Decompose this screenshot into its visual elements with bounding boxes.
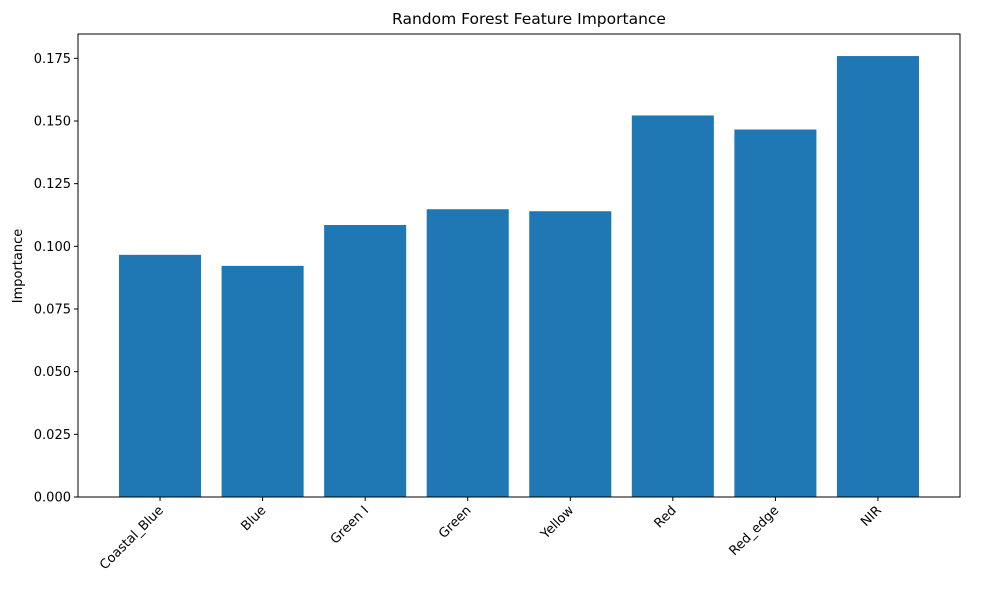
x-tick-label: Green I — [328, 503, 372, 547]
x-tick-label: Yellow — [537, 503, 577, 543]
bar-blue — [221, 265, 304, 497]
x-tick-label: Red_edge — [727, 503, 783, 559]
y-tick-label: 0.175 — [34, 52, 71, 67]
x-tick-label: Green — [436, 503, 474, 541]
chart-title: Random Forest Feature Importance — [392, 10, 666, 28]
bar-coastal-blue — [119, 254, 202, 497]
x-tick-label: NIR — [858, 503, 885, 530]
x-tick-label: Blue — [238, 503, 269, 534]
y-tick-label: 0.125 — [34, 177, 71, 192]
bar-red-edge — [734, 129, 817, 497]
bar-nir — [836, 56, 919, 497]
plot-area-frame — [77, 33, 961, 498]
y-tick-label: 0.050 — [34, 365, 71, 380]
y-tick-label: 0.000 — [34, 491, 71, 506]
bars — [119, 56, 919, 498]
y-tick-label: 0.150 — [34, 114, 71, 129]
x-tick-label: Red — [652, 503, 680, 531]
bar-green-i — [324, 225, 407, 498]
bar-yellow — [529, 211, 612, 497]
y-tick-label: 0.025 — [34, 428, 71, 443]
bar-green — [426, 209, 509, 497]
x-axis-ticks: Coastal_Blue Blue Green I Green Yellow Red Red… — [97, 497, 885, 573]
y-axis-label: Importance — [11, 229, 26, 304]
x-tick-label: Coastal_Blue — [97, 503, 167, 573]
y-tick-label: 0.075 — [34, 302, 71, 317]
bar-red — [631, 115, 714, 498]
y-tick-label: 0.100 — [34, 240, 71, 255]
y-axis-ticks: 0.000 0.025 0.050 0.075 0.100 0.125 0.150 0.175 — [34, 52, 78, 506]
